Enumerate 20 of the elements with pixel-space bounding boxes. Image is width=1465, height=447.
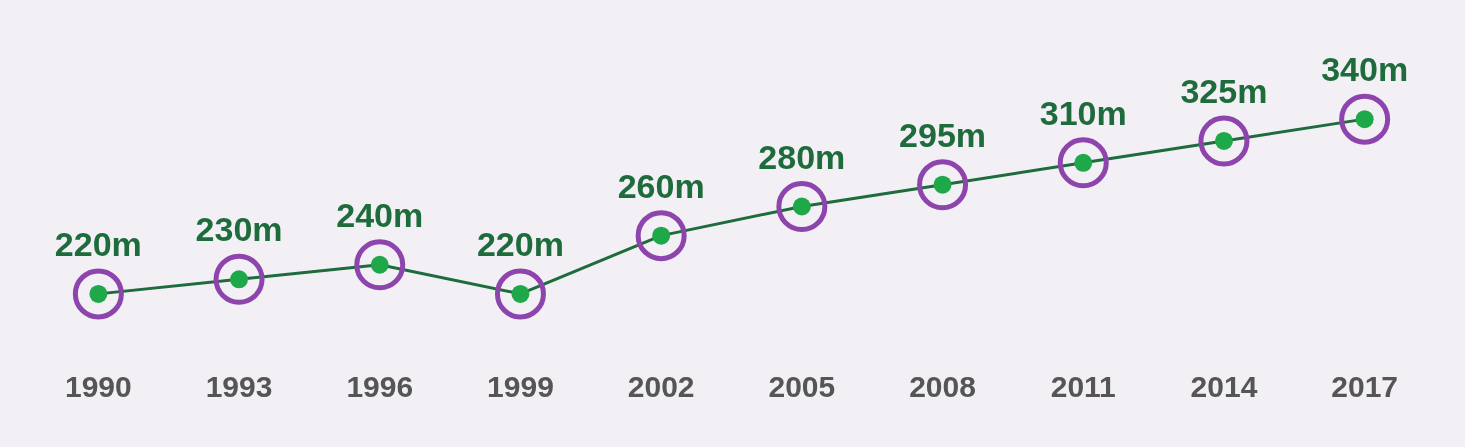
x-tick-label: 2008 [909,370,976,404]
x-tick-label: 2014 [1190,370,1258,404]
data-label: 260m [617,166,705,205]
data-label: 325m [1180,71,1268,110]
x-tick-label: 1999 [487,370,554,404]
data-label: 295m [899,115,987,154]
data-label: 340m [1321,50,1409,89]
data-label: 280m [758,137,846,176]
x-tick-label: 1993 [205,370,273,404]
data-label: 310m [1039,93,1127,132]
data-label: 240m [336,195,424,234]
data-label: 220m [54,224,142,263]
x-tick-label: 2017 [1331,370,1399,404]
x-tick-label: 2011 [1050,370,1116,404]
x-tick-label: 1996 [346,370,414,404]
x-tick-label: 2002 [627,370,695,404]
x-tick-label: 2005 [768,370,836,404]
x-tick-label: 1990 [64,370,132,404]
data-label: 230m [195,210,283,249]
data-label: 220m [476,224,564,263]
